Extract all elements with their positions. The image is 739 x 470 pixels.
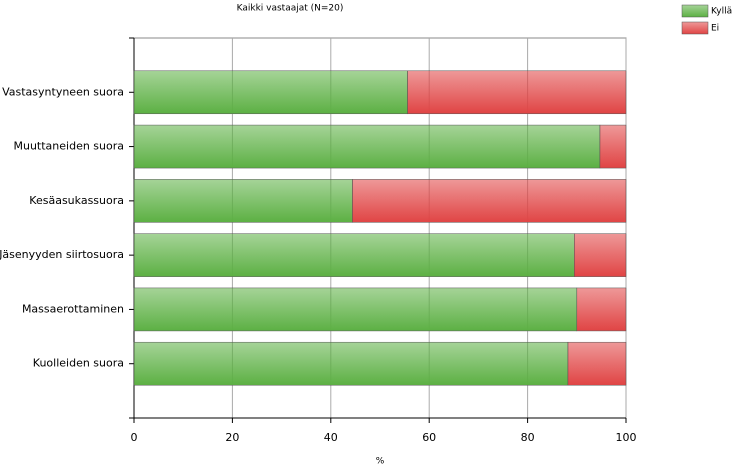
bar-segment <box>133 233 575 277</box>
legend-swatch <box>681 4 709 18</box>
y-tick-label: Jäsenyyden siirtosuora <box>0 248 124 261</box>
bar-segment <box>133 124 601 169</box>
x-tick-label: 80 <box>521 431 535 444</box>
legend-swatch <box>681 21 709 35</box>
y-tick-label: Massaerottaminen <box>22 302 124 315</box>
x-tick-label: 0 <box>131 431 138 444</box>
y-tick-label: Muuttaneiden suora <box>13 140 124 153</box>
x-tick-label: 100 <box>616 431 637 444</box>
y-tick-label: Vastasyntyneen suora <box>2 85 124 98</box>
bar-segment <box>133 179 353 223</box>
bar-segment <box>133 70 408 115</box>
x-tick-label: 20 <box>225 431 239 444</box>
bar-segment <box>133 341 569 386</box>
x-tick-label: 60 <box>422 431 436 444</box>
bar-segment <box>407 70 627 115</box>
bar-segment <box>599 124 627 169</box>
bar-segment <box>574 233 627 277</box>
y-tick-label: Kuolleiden suora <box>33 357 124 370</box>
bar-segment <box>567 341 627 386</box>
chart-title: Kaikki vastaajat (N=20) <box>237 4 344 14</box>
bar-segment <box>576 287 627 332</box>
legend-label: Kyllä <box>711 7 732 17</box>
y-tick-label: Kesäasukassuora <box>29 194 124 207</box>
bar-segment <box>133 287 578 332</box>
legend-label: Ei <box>711 24 719 34</box>
x-axis-label: % <box>376 457 385 467</box>
x-tick-label: 40 <box>324 431 338 444</box>
bar-segment <box>352 179 627 223</box>
